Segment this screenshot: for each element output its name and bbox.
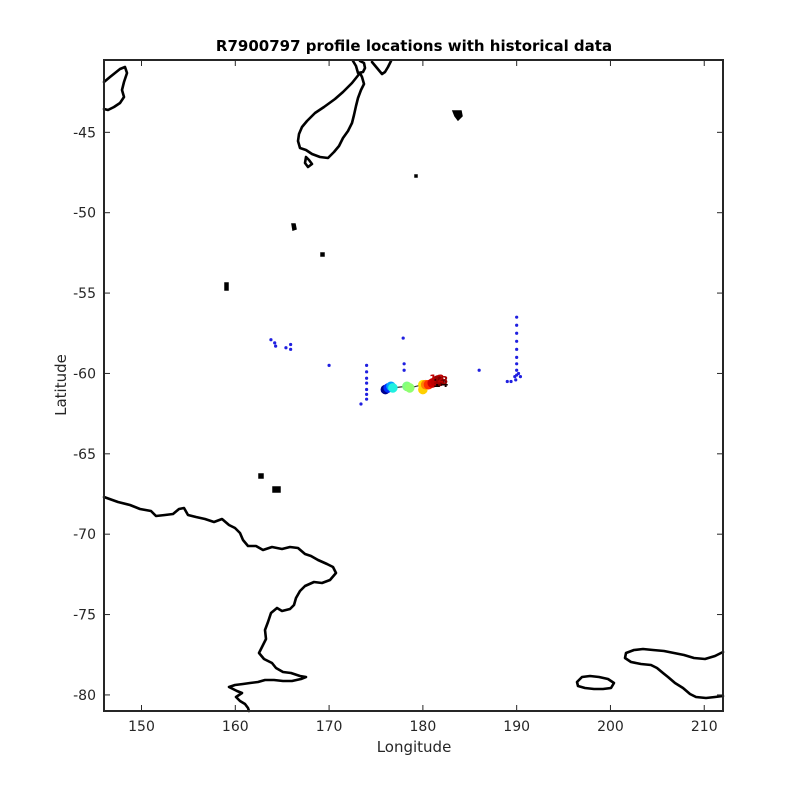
historical-point [515,355,519,359]
y-tick-label: -60 [73,366,96,382]
historical-point [515,368,519,372]
x-tick-label: 180 [410,719,437,735]
y-tick-label: -55 [73,286,96,302]
historical-point [516,371,521,376]
profile-points [380,375,445,395]
historical-points [269,315,523,406]
island-balleny-1 [258,473,264,479]
historical-point [365,376,369,380]
historical-point [401,336,405,340]
profile-point [388,383,398,393]
x-tick-label: 200 [597,719,624,735]
y-tick-label: -50 [73,206,96,222]
historical-point [515,315,519,319]
island-auckland [291,223,297,231]
historical-point [269,338,273,342]
coast-north-island [351,59,393,76]
profile-label: 12 [429,372,444,385]
historical-point [514,378,518,382]
historical-point [365,363,369,368]
x-tick-label: 190 [503,719,530,735]
y-tick-label: -45 [73,125,96,141]
profile-label: 13 [433,374,448,387]
x-tick-label: 160 [222,719,249,735]
y-tick-label: -80 [73,688,96,704]
historical-point [477,368,481,372]
historical-point [515,339,519,343]
coast-stewart-island [303,155,314,169]
x-axis: 150 160 170 180 190 200 210 [128,60,718,735]
coast-antarctica-west [102,495,338,713]
y-tick-label: -65 [73,447,96,463]
historical-point [289,347,293,351]
historical-point [273,341,277,345]
historical-point [365,397,369,401]
historical-point [515,347,519,351]
historical-point [365,370,369,374]
y-tick-label: -75 [73,608,96,624]
y-axis: -45 -50 -55 -60 -65 -70 -75 -80 [73,125,723,704]
historical-point [505,379,509,384]
x-tick-label: 170 [316,719,343,735]
historical-point [515,331,519,335]
profile-point [404,383,415,393]
historical-point [402,362,406,366]
historical-point [274,344,278,348]
x-tick-label: 210 [691,719,718,735]
chart-title: R7900797 profile locations with historic… [216,37,612,55]
island-campbell [320,252,325,257]
x-tick-label: 150 [128,719,155,735]
historical-point [289,342,293,347]
coastlines [102,59,725,713]
coast-tasmania [102,65,129,112]
axes-frame [103,59,724,712]
historical-point [284,346,288,350]
island-macquarie [224,282,229,291]
historical-point [402,368,406,372]
historical-point [327,363,331,368]
historical-point [515,362,519,366]
profile-label: 14 [433,377,449,390]
island-balleny-2 [272,486,281,493]
x-axis-label: Longitude [377,738,452,756]
coast-roosevelt-island [575,674,616,691]
profile-point [434,376,445,387]
historical-point [365,387,369,392]
island-chatham [451,110,463,122]
historical-point [513,375,517,379]
historical-point [509,379,513,384]
coast-antarctica-east [623,647,725,700]
historical-point [518,375,523,379]
y-tick-label: -70 [73,527,96,543]
historical-point [515,323,519,327]
historical-point [359,402,363,406]
island-bounty [414,174,418,178]
historical-point [365,381,369,385]
y-axis-label: Latitude [52,354,70,416]
coast-south-island [296,71,366,160]
historical-point [365,392,369,396]
